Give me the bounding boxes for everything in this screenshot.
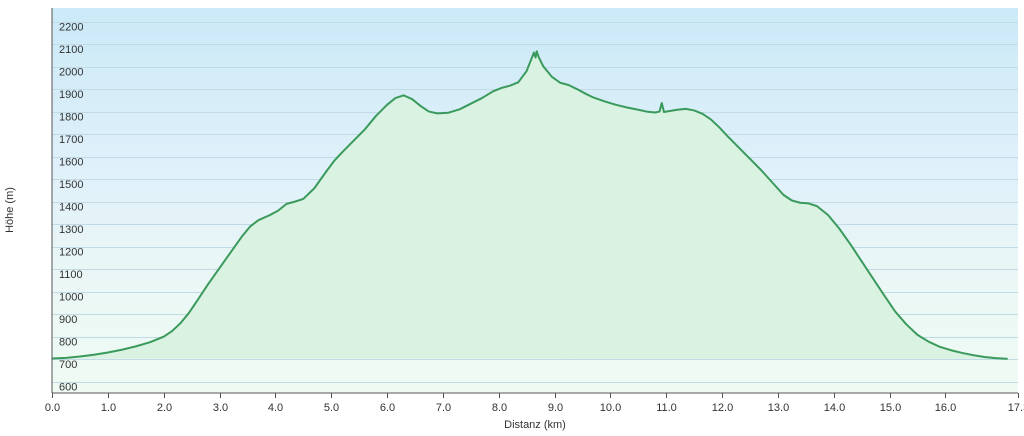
y-axis-tick-label: 1700 [59, 134, 83, 146]
x-axis-tick-label: 6.0 [380, 402, 395, 414]
y-axis-tick-label: 1600 [59, 157, 83, 169]
x-axis-tick-label: 8.0 [492, 402, 507, 414]
y-axis-tick-label: 2100 [59, 44, 83, 56]
x-axis-tick-label: 1.0 [101, 402, 116, 414]
x-axis-tick-label: 3.0 [213, 402, 228, 414]
x-axis-tick-label: 13.0 [768, 402, 789, 414]
x-axis-title: Distanz (km) [504, 419, 566, 431]
elevation-line [52, 50, 1008, 360]
x-axis-tick-label: 7.0 [436, 402, 451, 414]
x-axis-tick-label: 0.0 [45, 402, 60, 414]
y-axis-tick-label: 1400 [59, 202, 83, 214]
x-axis-tick-label: 2.0 [157, 402, 172, 414]
x-axis-tick-label: 12.0 [712, 402, 733, 414]
x-axis-tick-label: 17.3 [1008, 402, 1024, 414]
elevation-series [52, 50, 1008, 360]
y-axis-tick-label: 1500 [59, 179, 83, 191]
y-axis-tick-label: 2200 [59, 22, 83, 34]
y-axis-tick-label: 1300 [59, 224, 83, 236]
x-axis-tick-label: 9.0 [548, 402, 563, 414]
x-axis-tick-label: 16.0 [935, 402, 956, 414]
y-axis-tick-label: 1800 [59, 112, 83, 124]
x-axis-tick-labels: 0.0 1.0 2.0 3.0 4.0 5.0 6.0 7.0 8.0 9.0 10.0 11.0 12… [45, 402, 1024, 414]
y-axis-title: Höhe (m) [4, 187, 16, 233]
x-axis-tick-label: 10.0 [600, 402, 621, 414]
y-axis-tick-label: 600 [59, 382, 77, 394]
x-axis-tick-label: 14.0 [824, 402, 845, 414]
y-axis-tick-label: 1100 [59, 269, 83, 281]
x-axis-ticks [52, 393, 1019, 398]
x-axis-tick-label: 11.0 [656, 402, 677, 414]
y-axis-tick-label: 2000 [59, 67, 83, 79]
y-axis-tick-labels: 600 700 800 900 1000 1100 1200 1300 1400 1500 1600… [59, 22, 83, 394]
y-axis-tick-label: 1900 [59, 89, 83, 101]
elevation-area-fill [52, 51, 1007, 359]
x-axis-tick-label: 5.0 [324, 402, 339, 414]
x-axis-tick-label: 4.0 [268, 402, 283, 414]
y-axis-tick-label: 1200 [59, 247, 83, 259]
y-axis-tick-label: 900 [59, 314, 77, 326]
y-axis-tick-label: 1000 [59, 292, 83, 304]
y-axis-tick-label: 800 [59, 337, 77, 349]
x-axis-tick-label: 15.0 [880, 402, 901, 414]
y-axis-tick-label: 700 [59, 359, 77, 371]
